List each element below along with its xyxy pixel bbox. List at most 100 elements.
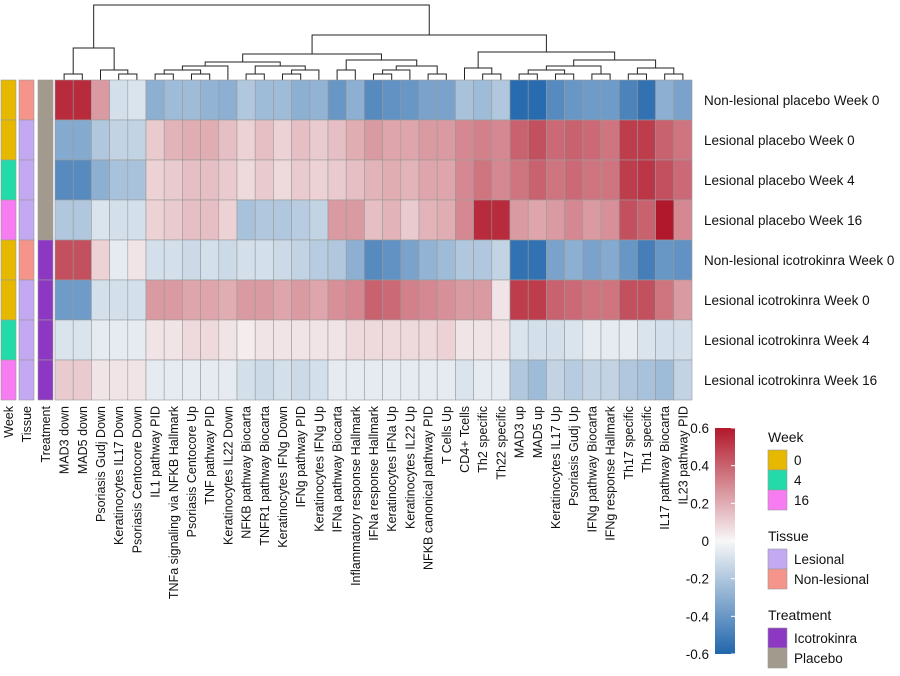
heatmap-cell [637,119,656,161]
heatmap-cell [600,79,620,121]
heatmap-cell [145,319,165,361]
heatmap-cell [109,319,129,361]
column-label: Inflammatory response Hallmark [349,405,363,586]
row-label: Lesional placebo Week 16 [704,213,862,228]
legend-swatch [767,548,788,570]
color-scale-tick-label: -0.6 [686,647,709,662]
heatmap-cell [382,79,402,121]
heatmap-cell [345,79,365,121]
heatmap-cell [582,279,602,321]
heatmap-cell [600,319,620,361]
heatmap-cell [509,239,529,281]
annotation-column-label: Tissue [20,406,34,442]
heatmap-cell [163,239,183,281]
heatmap-cell [618,319,638,361]
heatmap-cell [582,79,602,121]
annotation-column-label: Treatment [39,405,53,462]
heatmap-cell [236,319,256,361]
heatmap-cell [418,119,438,161]
dendrogram-branch [245,73,265,80]
column-label: NFKB canonical pathway PID [422,406,436,570]
heatmap-cell [54,159,74,201]
dendrogram-branch [627,73,647,80]
heatmap-cell [109,159,129,201]
heatmap-cell [637,199,656,241]
heatmap-cell [218,199,238,241]
color-scale-tick-label: -0.4 [686,609,710,624]
heatmap-cell [163,279,183,321]
heatmap-cell [273,159,292,201]
heatmap-cell [418,319,438,361]
heatmap-cell [600,239,620,281]
heatmap-cell [655,119,675,161]
annotation-cell-week [0,119,17,161]
dendrogram-branch [527,69,566,74]
heatmap-cell [546,119,565,161]
heatmap-cell [400,319,420,361]
annotation-cell-tissue [18,199,35,241]
heatmap-cell [564,239,584,281]
legend-swatch [767,449,788,471]
heatmap-cell [455,79,474,121]
legend-swatch [767,469,788,491]
heatmap-cell [182,79,201,121]
heatmap-cell [527,199,547,241]
dendrogram-branch [163,69,202,74]
column-label: TNF pathway PID [203,406,217,505]
heatmap-cell [145,199,165,241]
heatmap-cell [72,159,92,201]
heatmap-cell [618,279,638,321]
dendrogram-branch [118,73,138,80]
heatmap-cell [400,239,420,281]
heatmap-cell [163,319,183,361]
heatmap-cell [509,199,529,241]
annotation-cell-treatment [37,239,54,281]
heatmap-cell [509,79,529,121]
heatmap-cell [364,159,383,201]
annotation-cell-treatment [37,359,54,401]
row-labels: Non-lesional placebo Week 0 Lesional plac… [704,93,894,388]
annotation-cell-treatment [37,279,54,321]
heatmap-cell [72,79,92,121]
annotation-cell-tissue [18,79,35,121]
heatmap-cell [109,79,129,121]
heatmap-cell [546,279,565,321]
heatmap-cell [473,79,493,121]
heatmap-cell [455,239,474,281]
heatmap-cell [637,79,656,121]
annotation-cell-tissue [18,359,35,401]
heatmap-cell [582,199,602,241]
column-label: TNFR1 pathway Biocarta [258,406,272,546]
heatmap-cell [236,159,256,201]
heatmap-cell [364,79,383,121]
heatmap-cell [254,319,274,361]
heatmap-cell [436,319,456,361]
heatmap-cell [273,199,292,241]
annotation-cell-tissue [18,239,35,281]
heatmap-cell [291,79,311,121]
heatmap-cell [364,119,383,161]
dendrogram-branch [336,69,356,80]
column-label: IFNg pathway PID [294,406,308,507]
heatmap-cell [618,159,638,201]
heatmap-cell [218,159,238,201]
heatmap-cell [455,279,474,321]
heatmap-cell [273,359,292,401]
annotation-cell-tissue [18,159,35,201]
heatmap-cell [382,319,402,361]
heatmap-cell [309,79,329,121]
annotation-cell-week [0,79,17,121]
heatmap-cell [127,279,147,321]
heatmap-cell [364,319,383,361]
heatmap-cell [327,279,347,321]
heatmap-cell [309,159,329,201]
heatmap-cell [54,79,74,121]
heatmap-cell [309,119,329,161]
heatmap-cell [455,159,474,201]
dendrogram-branch [664,73,684,80]
heatmap-cell [618,239,638,281]
heatmap-cell [91,279,110,321]
heatmap-cell [236,199,256,241]
column-label: Psoriasis Gudj Up [567,406,581,506]
